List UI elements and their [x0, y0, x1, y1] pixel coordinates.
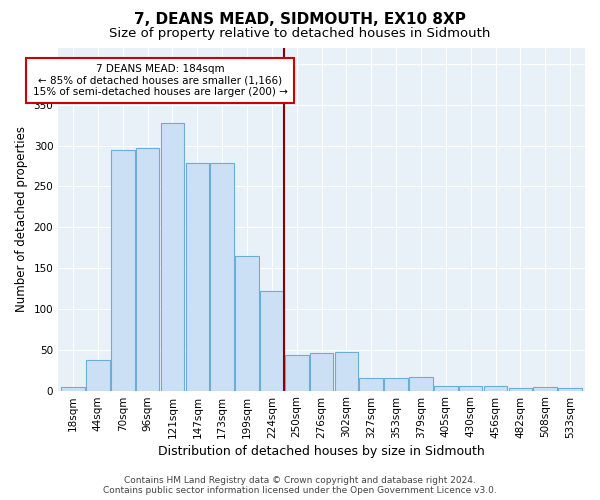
Bar	[235, 256, 259, 390]
Bar	[61, 388, 85, 390]
Bar	[285, 356, 308, 390]
Bar	[86, 360, 110, 390]
Bar	[260, 291, 284, 390]
Bar	[434, 386, 458, 390]
Bar	[185, 164, 209, 390]
Bar	[359, 378, 383, 390]
Bar	[211, 164, 234, 390]
Bar	[509, 388, 532, 390]
Bar	[310, 353, 334, 391]
Bar	[459, 386, 482, 390]
Bar	[136, 148, 160, 390]
Bar	[161, 122, 184, 390]
Bar	[335, 352, 358, 391]
Text: Size of property relative to detached houses in Sidmouth: Size of property relative to detached ho…	[109, 28, 491, 40]
Bar	[385, 378, 408, 390]
Text: 7, DEANS MEAD, SIDMOUTH, EX10 8XP: 7, DEANS MEAD, SIDMOUTH, EX10 8XP	[134, 12, 466, 28]
Text: Contains HM Land Registry data © Crown copyright and database right 2024.
Contai: Contains HM Land Registry data © Crown c…	[103, 476, 497, 495]
Bar	[484, 386, 508, 390]
Y-axis label: Number of detached properties: Number of detached properties	[15, 126, 28, 312]
Bar	[558, 388, 582, 390]
Bar	[111, 150, 134, 390]
Bar	[409, 376, 433, 390]
X-axis label: Distribution of detached houses by size in Sidmouth: Distribution of detached houses by size …	[158, 444, 485, 458]
Text: 7 DEANS MEAD: 184sqm
← 85% of detached houses are smaller (1,166)
15% of semi-de: 7 DEANS MEAD: 184sqm ← 85% of detached h…	[32, 64, 287, 97]
Bar	[533, 388, 557, 390]
